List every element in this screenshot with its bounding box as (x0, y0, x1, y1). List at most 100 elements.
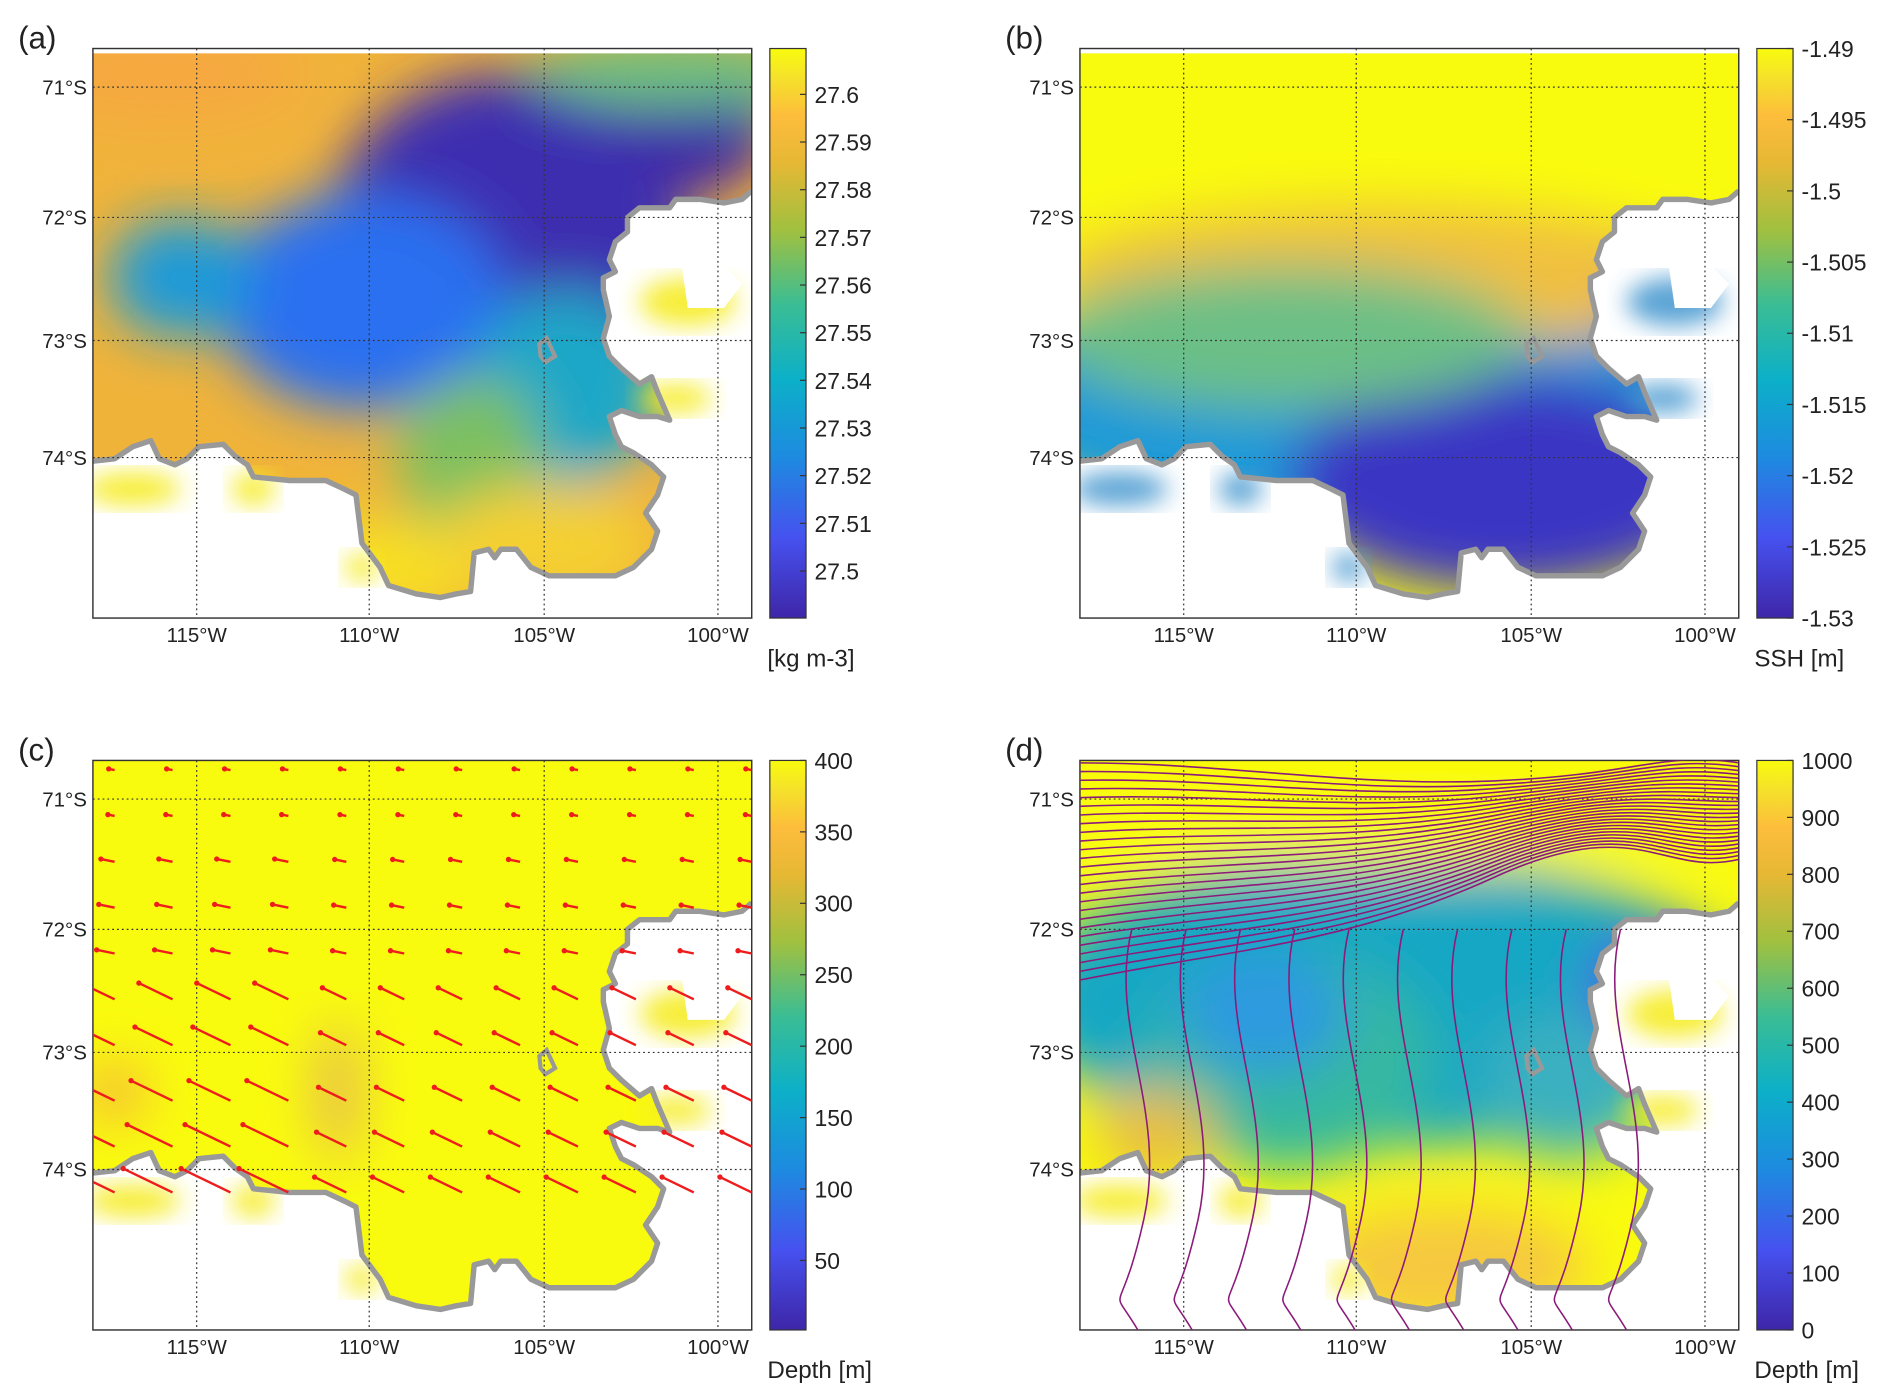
velocity-arrow (126, 1123, 174, 1148)
lat-tick-label: 74°S (42, 447, 87, 470)
lon-tick-label: 115°W (167, 624, 228, 647)
panel-label: (c) (18, 732, 55, 767)
arrow-head (609, 985, 615, 991)
colorbar-tick-label: 27.58 (814, 177, 871, 203)
velocity-arrow (130, 1079, 174, 1102)
contour-line (1079, 834, 1739, 947)
colorbar-tick-label: 27.57 (814, 225, 871, 251)
panel-label: (b) (1005, 21, 1043, 56)
contour-line (1079, 818, 1739, 903)
velocity-arrow (437, 986, 463, 1001)
panel-a: (a) 71°S 72°S 73°S 74°S 115°W 110°W 105°W 100°W 2… (18, 21, 872, 673)
velocity-arrow (92, 1134, 116, 1148)
arrow-head (221, 811, 227, 818)
arrow-head (105, 811, 111, 818)
ice-shelf-patch (1626, 383, 1699, 413)
colorbar-tick-label: 200 (1802, 1204, 1840, 1230)
velocity-arrow (665, 1086, 695, 1102)
lon-tick-label: 100°W (1674, 1336, 1736, 1359)
lat-tick-label: 71°S (42, 76, 87, 99)
velocity-arrow (489, 1131, 521, 1148)
lon-tick-label: 115°W (1154, 624, 1215, 647)
velocity-arrow (723, 1086, 752, 1102)
velocity-arrow (180, 1167, 231, 1194)
velocity-arrow (254, 981, 289, 1001)
lon-tick-label: 110°W (1326, 1336, 1387, 1359)
coastline (92, 900, 752, 1313)
contour-line (1445, 929, 1477, 1330)
arrow-head (375, 1030, 382, 1036)
velocity-arrow (663, 1131, 695, 1148)
arrow-head (128, 1078, 134, 1084)
colorbar-tick-label: 0 (1802, 1317, 1815, 1343)
lat-tick-label: 72°S (42, 207, 87, 230)
arrow-head (194, 980, 200, 986)
colorbar-tick-label: 600 (1802, 976, 1840, 1002)
arrow-head (319, 985, 326, 991)
velocity-arrow (721, 1131, 752, 1148)
arrow-head (685, 766, 691, 772)
colorbar-tick-label: 27.53 (814, 415, 871, 441)
arrow-head (446, 902, 453, 908)
velocity-arrow (272, 903, 289, 909)
contour-line (1079, 801, 1739, 860)
colorbar-tick-label: -1.51 (1802, 321, 1854, 347)
contour-line (1079, 771, 1739, 798)
velocity-arrow (188, 1079, 231, 1102)
arrow-head (667, 985, 673, 991)
arrow-head (389, 856, 396, 863)
arrow-head (236, 1165, 242, 1172)
colorbar-tick-label: 400 (814, 748, 852, 774)
ice-shelf-patch (1626, 1095, 1699, 1125)
contour-line (1079, 766, 1739, 793)
blank-strip (92, 48, 752, 54)
land-mask (92, 902, 752, 1330)
lat-tick-label: 71°S (1029, 788, 1074, 811)
velocity-arrow (138, 981, 174, 1001)
land-mask (92, 190, 752, 619)
arrow-head (445, 948, 452, 954)
arrow-head (547, 1084, 553, 1090)
lat-tick-label: 73°S (42, 330, 87, 353)
arrow-head (663, 1084, 669, 1090)
panel-label: (d) (1005, 732, 1043, 767)
contour-line (1079, 794, 1739, 842)
lat-tick-label: 71°S (1029, 76, 1074, 99)
contour-line (1079, 846, 1739, 981)
axes-frame (1079, 47, 1740, 619)
arrow-head (453, 812, 459, 818)
contour-line (1079, 815, 1739, 894)
arrow-head (124, 1121, 130, 1128)
velocity-arrow (134, 1025, 174, 1047)
arrow-head (665, 1030, 671, 1036)
colorbar-tick-label: 50 (814, 1248, 839, 1274)
contour-line (1079, 824, 1739, 921)
lon-tick-label: 105°W (513, 624, 575, 647)
contour-line (1079, 827, 1739, 929)
field-blob (92, 1062, 145, 1123)
arrow-head (330, 902, 337, 908)
map-field (92, 48, 752, 619)
ice-shelf-patch (92, 1183, 181, 1218)
arrow-head (96, 901, 102, 908)
arrow-head (240, 1121, 246, 1128)
velocity-arrow (551, 1031, 579, 1047)
colorbar-tick-label: 27.55 (814, 320, 871, 346)
island-coastline (537, 1046, 558, 1077)
ice-shelf-patch (639, 383, 712, 413)
arrow-head (178, 1165, 184, 1172)
arrow-head (98, 856, 104, 862)
velocity-arrow (429, 1175, 463, 1194)
arrow-head (485, 1174, 491, 1180)
contour-line (1607, 929, 1640, 1330)
contour-line (1079, 843, 1739, 973)
arrow-head (679, 856, 685, 863)
velocity-arrow (487, 1175, 521, 1194)
velocity-arrow (96, 948, 115, 955)
arrow-head (317, 1030, 324, 1036)
arrow-head (725, 985, 731, 991)
contour-line (1079, 787, 1739, 825)
arrow-head (503, 948, 509, 954)
velocity-arrow (667, 1031, 695, 1047)
